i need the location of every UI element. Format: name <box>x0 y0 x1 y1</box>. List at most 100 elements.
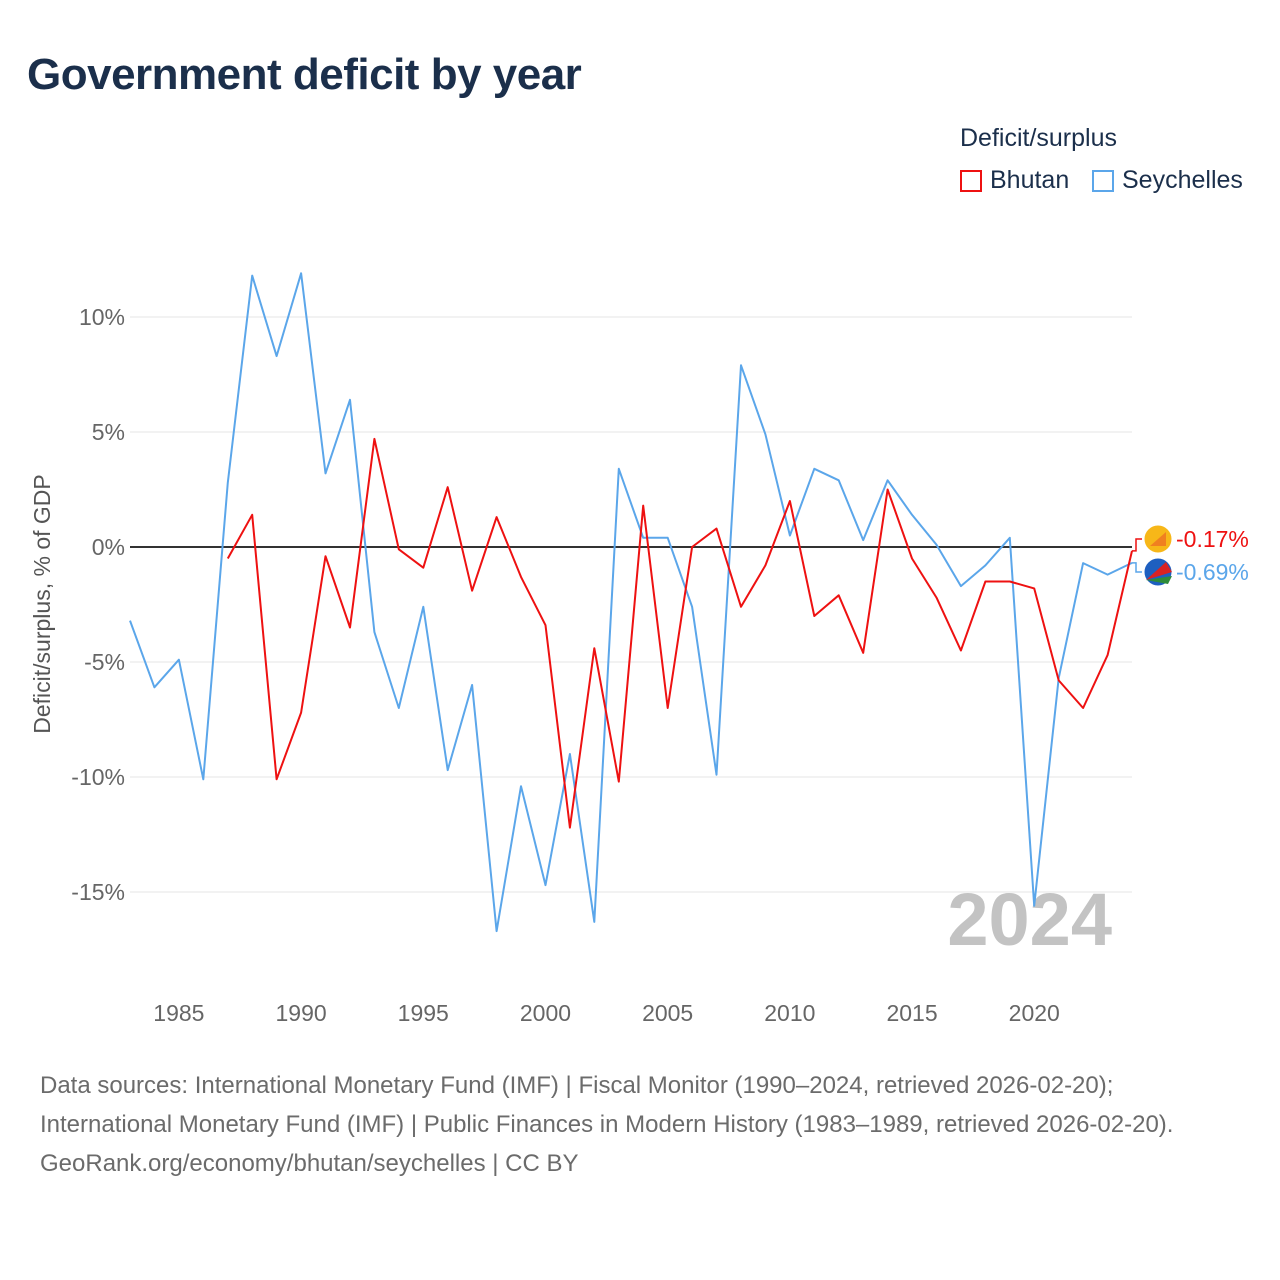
data-point-seychelles <box>616 466 622 472</box>
legend-item-bhutan[interactable]: Bhutan <box>960 166 1069 195</box>
data-point-seychelles <box>738 362 744 368</box>
y-tick-label: 0% <box>92 534 125 560</box>
data-point-bhutan <box>445 484 451 490</box>
data-point-bhutan <box>787 498 793 504</box>
data-point-seychelles <box>909 512 915 518</box>
end-label-connector <box>1132 538 1142 552</box>
data-point-seychelles <box>860 537 866 543</box>
data-point-seychelles <box>298 270 304 276</box>
seychelles-flag-red-icon <box>1146 562 1172 580</box>
data-point-seychelles <box>542 882 548 888</box>
data-point-bhutan <box>640 503 646 509</box>
legend-swatch-seychelles <box>1092 169 1114 192</box>
data-point-bhutan <box>933 595 939 601</box>
data-point-seychelles <box>1080 560 1086 566</box>
x-tick-label: 2020 <box>1009 1000 1060 1026</box>
data-point-bhutan <box>714 526 720 532</box>
data-point-bhutan <box>909 556 915 562</box>
data-point-seychelles <box>689 604 695 610</box>
legend-label-bhutan: Bhutan <box>990 166 1070 194</box>
data-point-seychelles <box>371 629 377 635</box>
data-point-seychelles <box>323 470 329 476</box>
data-point-bhutan <box>738 604 744 610</box>
data-point-bhutan <box>347 625 353 631</box>
series-line-seychelles <box>129 272 1133 933</box>
data-point-bhutan <box>298 710 304 716</box>
data-point-seychelles <box>714 772 720 778</box>
data-point-seychelles <box>347 397 353 403</box>
y-tick-label: -10% <box>71 764 125 790</box>
data-point-bhutan <box>860 650 866 656</box>
data-point-bhutan <box>665 705 671 711</box>
data-point-seychelles <box>176 657 182 663</box>
data-point-bhutan <box>518 574 524 580</box>
seychelles-flag-green-icon <box>1146 576 1172 584</box>
data-point-bhutan <box>836 592 842 598</box>
data-point-seychelles <box>420 604 426 610</box>
end-value-label-bhutan: -0.17% <box>1176 526 1249 552</box>
data-point-bhutan <box>591 645 597 651</box>
data-point-seychelles <box>811 466 817 472</box>
data-point-bhutan <box>396 546 402 552</box>
data-point-seychelles <box>1031 903 1037 909</box>
data-point-seychelles <box>787 533 793 539</box>
y-tick-label: -15% <box>71 879 125 905</box>
data-point-seychelles <box>200 776 206 782</box>
credit-link[interactable]: GeoRank.org/economy/bhutan/seychelles | … <box>40 1150 579 1177</box>
data-point-seychelles <box>665 535 671 541</box>
bhutan-flag-detail-icon <box>1150 532 1166 546</box>
end-label-connector <box>1132 562 1142 573</box>
data-point-seychelles <box>469 682 475 688</box>
data-point-bhutan <box>762 562 768 568</box>
legend-item-seychelles[interactable]: Seychelles <box>1092 166 1243 195</box>
y-tick-label: 10% <box>79 304 125 330</box>
line-chart: -15% -10% -5% 0% 5% 10% 1985 1990 1995 2000 2005 20… <box>29 270 1249 1026</box>
data-point-bhutan <box>469 588 475 594</box>
data-point-seychelles <box>151 684 157 690</box>
x-tick-label: 2010 <box>764 1000 815 1026</box>
data-point-seychelles <box>225 480 231 486</box>
end-value-label-seychelles: -0.69% <box>1176 559 1249 585</box>
data-point-bhutan <box>616 779 622 785</box>
series-line-bhutan <box>226 437 1133 829</box>
chart-title: Government deficit by year <box>27 50 582 99</box>
x-tick-label: 1995 <box>398 1000 449 1026</box>
data-point-seychelles <box>836 477 842 483</box>
data-point-bhutan <box>1080 705 1086 711</box>
x-tick-label: 2015 <box>886 1000 937 1026</box>
data-point-seychelles <box>958 583 964 589</box>
data-point-bhutan <box>274 776 280 782</box>
data-point-bhutan <box>1031 585 1037 591</box>
x-tick-label: 2000 <box>520 1000 571 1026</box>
data-point-bhutan <box>420 565 426 571</box>
y-axis-label: Deficit/surplus, % of GDP <box>29 474 55 733</box>
data-point-bhutan <box>885 487 891 493</box>
data-point-seychelles <box>933 542 939 548</box>
data-point-seychelles <box>591 919 597 925</box>
x-tick-label: 2005 <box>642 1000 693 1026</box>
data-point-seychelles <box>396 705 402 711</box>
data-point-seychelles <box>1007 535 1013 541</box>
y-tick-label: -5% <box>84 649 125 675</box>
y-tick-label: 5% <box>92 419 125 445</box>
data-point-bhutan <box>1007 579 1013 585</box>
data-point-seychelles <box>274 353 280 359</box>
data-sources: Data sources: International Monetary Fun… <box>40 1072 1174 1138</box>
legend-label-seychelles: Seychelles <box>1122 166 1243 194</box>
data-point-bhutan <box>958 648 964 654</box>
legend-swatch-bhutan <box>960 169 982 192</box>
watermark-year: 2024 <box>947 878 1112 961</box>
data-point-seychelles <box>445 767 451 773</box>
data-point-seychelles <box>567 751 573 757</box>
data-point-bhutan <box>225 556 231 562</box>
footer: Data sources: International Monetary Fun… <box>40 1066 1240 1183</box>
data-point-seychelles <box>127 618 133 624</box>
data-point-bhutan <box>494 514 500 520</box>
data-point-seychelles <box>518 783 524 789</box>
x-tick-label: 1990 <box>275 1000 326 1026</box>
data-point-bhutan <box>982 579 988 585</box>
data-point-bhutan <box>542 622 548 628</box>
data-point-bhutan <box>811 613 817 619</box>
data-point-seychelles <box>249 273 255 279</box>
data-point-seychelles <box>494 928 500 934</box>
